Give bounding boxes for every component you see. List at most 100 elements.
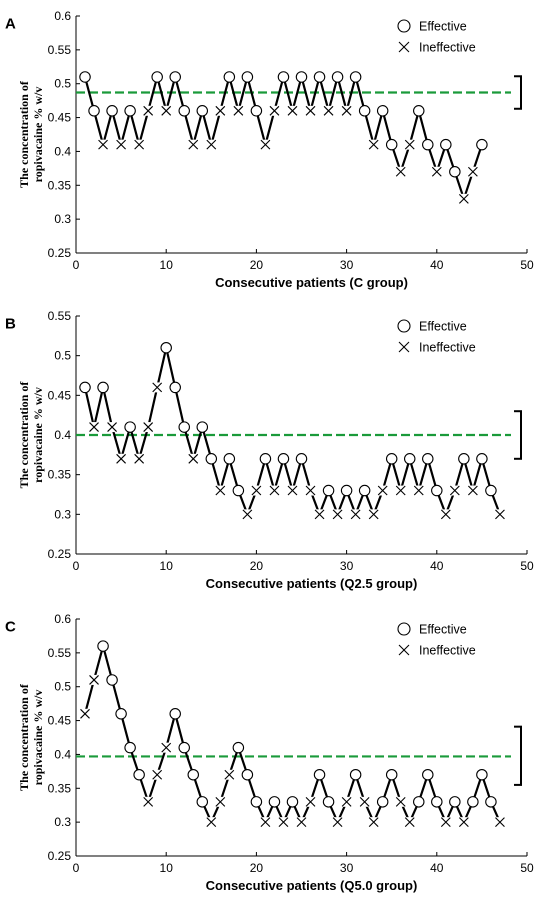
panel-letter: C <box>5 618 16 635</box>
ineffective-point-stroke <box>260 817 271 828</box>
ineffective-point <box>269 105 280 116</box>
y-tick-label: 0.4 <box>54 144 71 158</box>
effective-point <box>331 71 344 83</box>
ineffective-point-stroke <box>368 139 379 150</box>
ineffective-point <box>143 796 154 807</box>
y-tick-label: 0.6 <box>54 612 71 626</box>
ineffective-point <box>341 105 352 116</box>
ineffective-point-stroke <box>341 105 352 116</box>
effective-point <box>97 381 109 394</box>
ineffective-point <box>80 708 91 719</box>
ineffective-point <box>215 485 226 496</box>
ineffective-point-stroke <box>395 166 406 177</box>
effective-point <box>277 453 290 465</box>
ineffective-point-stroke <box>305 796 316 807</box>
effective-point <box>106 674 118 686</box>
effective-point <box>151 71 163 83</box>
ineffective-point <box>305 105 316 116</box>
effective-point <box>178 421 190 433</box>
effective-point <box>313 768 326 781</box>
effective-point <box>476 453 488 465</box>
ineffective-point-stroke <box>368 817 379 828</box>
y-tick-label: 0.5 <box>54 680 71 694</box>
ineffective-point <box>368 817 379 828</box>
ineffective-point <box>413 485 424 496</box>
effective-point <box>160 341 172 354</box>
y-tick-label: 0.4 <box>54 747 71 761</box>
effective-point <box>449 796 461 808</box>
effective-point <box>376 105 389 117</box>
effective-point <box>259 453 272 465</box>
effective-point <box>422 138 434 151</box>
ineffective-point-stroke <box>188 453 199 464</box>
ineffective-point <box>107 422 118 433</box>
ineffective-point-stroke <box>395 796 406 807</box>
ineffective-point <box>134 453 145 464</box>
legend-effective-marker <box>397 19 411 33</box>
ineffective-point <box>287 485 298 496</box>
ineffective-point <box>269 485 280 496</box>
effective-point <box>115 708 127 720</box>
ineffective-point <box>287 105 298 116</box>
effective-point <box>476 138 488 151</box>
y-tick-label: 0.3 <box>54 507 71 521</box>
effective-point <box>133 768 145 781</box>
effective-point <box>349 71 362 83</box>
x-tick-label: 10 <box>160 258 174 272</box>
ineffective-point <box>323 105 334 116</box>
y-axis-title: The concentration ofropivacaine % w/v <box>17 80 45 188</box>
ineffective-point <box>467 485 478 496</box>
effective-point <box>485 484 497 497</box>
legend-effective-marker <box>397 319 411 333</box>
ineffective-point-stroke <box>215 485 226 496</box>
ineffective-point-stroke <box>134 453 145 464</box>
ineffective-point-stroke <box>440 509 451 520</box>
ineffective-point <box>134 139 145 150</box>
ineffective-point <box>116 453 127 464</box>
ineffective-point <box>206 139 217 150</box>
x-tick-label: 10 <box>160 861 174 875</box>
x-tick-label: 30 <box>340 861 354 875</box>
ineffective-point <box>305 796 316 807</box>
effective-point <box>458 453 470 465</box>
ineffective-point-stroke <box>116 139 126 150</box>
y-tick-label: 0.45 <box>48 111 72 125</box>
y-tick-label: 0.3 <box>54 815 71 829</box>
ineffective-point-stroke <box>206 139 217 150</box>
legend-effective-marker <box>397 622 411 636</box>
effective-point <box>431 484 443 497</box>
legend-ineffective-marker <box>398 644 410 656</box>
y-axis-title-line: The concentration of <box>17 381 31 489</box>
y-tick-label: 0.25 <box>48 849 72 863</box>
ineffective-point <box>278 817 289 828</box>
effective-point <box>196 105 209 117</box>
ineffective-point-stroke <box>215 105 226 116</box>
effective-point <box>385 138 398 151</box>
effective-point <box>223 71 236 83</box>
ineffective-point <box>215 105 226 116</box>
ineffective-point <box>404 139 415 150</box>
y-tick-label: 0.55 <box>48 43 72 57</box>
effective-point <box>250 796 263 808</box>
ineffective-point-stroke <box>269 105 280 116</box>
ineffective-point <box>116 139 127 150</box>
x-tick-label: 0 <box>73 861 80 875</box>
ineffective-point-stroke <box>458 817 469 828</box>
y-tick-label: 0.25 <box>48 246 72 260</box>
ineffective-point-stroke <box>233 105 244 116</box>
y-tick-label: 0.55 <box>48 646 72 660</box>
ineffective-point-stroke <box>98 139 108 150</box>
ineffective-point-stroke <box>495 509 505 520</box>
ineffective-point-stroke <box>161 105 172 116</box>
y-axis-title-line: ropivacaine % w/v <box>31 690 45 786</box>
ineffective-point <box>260 139 271 150</box>
ineffective-point <box>188 139 199 150</box>
ineffective-point <box>440 817 451 828</box>
ineffective-point <box>242 509 253 520</box>
effective-point <box>241 71 254 83</box>
ineffective-point-stroke <box>143 796 154 807</box>
effective-point <box>79 71 91 83</box>
panel-a: A 0.25 0.3 0.35 0.4 0.45 0.5 0.55 0.6 0 10 20 30 40 50… <box>5 9 534 290</box>
series-line <box>83 75 483 200</box>
effective-point <box>277 71 290 83</box>
